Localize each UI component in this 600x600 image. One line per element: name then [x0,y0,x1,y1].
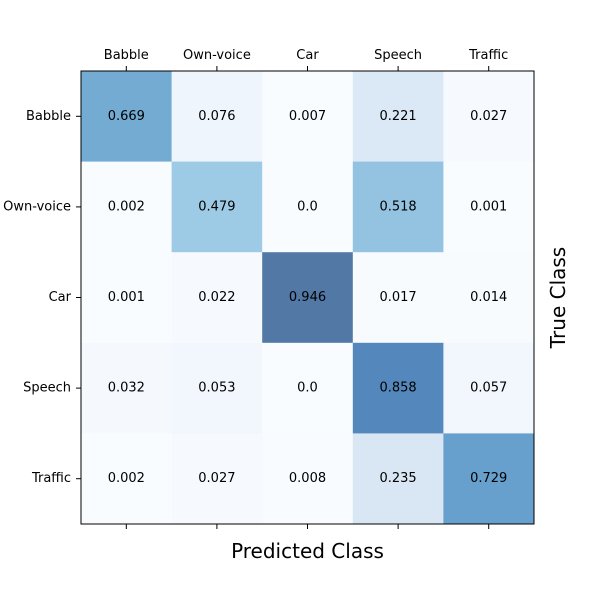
y-axis-ticks: Babble Own-voice Car Speech Traffic [3,109,81,486]
y-tick-label: Own-voice [3,199,71,214]
heatmap-cell [443,433,535,525]
heatmap-cell [262,252,354,344]
cell-value-label: 0.057 [470,381,507,396]
heatmap-cell [262,433,354,525]
cell-value-label: 0.001 [108,290,145,305]
cell-value-label: 0.027 [470,109,507,124]
x-tick-label: Car [296,48,319,63]
cell-value-label: 0.032 [108,381,145,396]
cell-value-label: 0.002 [108,199,145,214]
heatmap-cell [81,433,173,525]
heatmap-cell [443,71,535,163]
heatmap-cell [352,433,444,525]
heatmap-cell-labels: 0.669 0.076 0.007 0.221 0.027 0.002 0.479 0.0 0.… [108,109,508,486]
cell-value-label: 0.729 [470,471,507,486]
cell-value-label: 0.007 [289,109,326,124]
heatmap-cell [81,71,173,163]
heatmap-cell [81,252,173,344]
heatmap-cells [81,71,535,525]
heatmap-cell [171,161,263,253]
cell-value-label: 0.027 [198,471,235,486]
cell-value-label: 0.022 [198,290,235,305]
heatmap-cell [443,161,535,253]
heatmap-cell [352,342,444,434]
heatmap-cell [171,342,263,434]
cell-value-label: 0.0 [297,381,318,396]
cell-value-label: 0.017 [379,290,416,305]
y-axis-label: True Class [546,247,570,349]
heatmap-cell [171,433,263,525]
x-tick-label: Traffic [468,48,508,63]
heatmap-cell [262,342,354,434]
cell-value-label: 0.669 [108,109,145,124]
y-tick-label: Car [49,290,72,305]
cell-value-label: 0.002 [108,471,145,486]
cell-value-label: 0.008 [289,471,326,486]
heatmap-cell [352,71,444,163]
heatmap-cell [262,161,354,253]
heatmap-cell [81,161,173,253]
y-tick-label: Babble [26,109,71,124]
cell-value-label: 0.221 [379,109,416,124]
y-tick-label: Traffic [31,471,71,486]
cell-value-label: 0.053 [198,381,235,396]
cell-value-label: 0.479 [198,199,235,214]
y-tick-label: Speech [23,381,71,396]
cell-value-label: 0.946 [289,290,326,305]
heatmap-cell [262,71,354,163]
heatmap-cell [443,342,535,434]
x-tick-label: Own-voice [183,48,251,63]
cell-value-label: 0.858 [379,381,416,396]
heatmap-cell [81,342,173,434]
cell-value-label: 0.014 [470,290,507,305]
heatmap-cell [171,252,263,344]
heatmap-cell [171,71,263,163]
heatmap-cell [443,252,535,344]
x-tick-label: Babble [104,48,149,63]
x-axis-label: Predicted Class [231,539,384,563]
x-axis-ticks: Babble Own-voice Car Speech Traffic [104,48,508,529]
cell-value-label: 0.076 [198,109,235,124]
heatmap-cell [352,161,444,253]
cell-value-label: 0.235 [379,471,416,486]
heatmap-cell [352,252,444,344]
x-tick-label: Speech [374,48,422,63]
cell-value-label: 0.518 [379,199,416,214]
cell-value-label: 0.001 [470,199,507,214]
cell-value-label: 0.0 [297,199,318,214]
